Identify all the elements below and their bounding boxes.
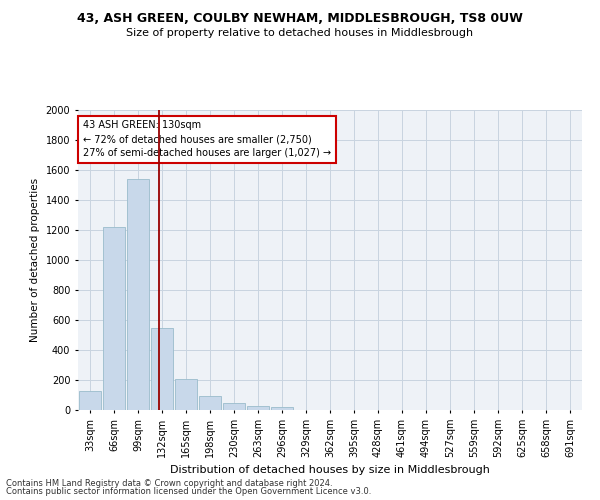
Text: 43 ASH GREEN: 130sqm
← 72% of detached houses are smaller (2,750)
27% of semi-de: 43 ASH GREEN: 130sqm ← 72% of detached h… (83, 120, 331, 158)
X-axis label: Distribution of detached houses by size in Middlesbrough: Distribution of detached houses by size … (170, 466, 490, 475)
Bar (247, 406, 269, 410)
Bar (151, 328, 173, 410)
Text: Size of property relative to detached houses in Middlesbrough: Size of property relative to detached ho… (127, 28, 473, 38)
Bar (199, 396, 221, 410)
Bar (175, 378, 197, 410)
Bar (79, 390, 101, 410)
Bar (223, 403, 245, 410)
Text: Contains HM Land Registry data © Crown copyright and database right 2024.: Contains HM Land Registry data © Crown c… (6, 478, 332, 488)
Bar (127, 179, 149, 410)
Y-axis label: Number of detached properties: Number of detached properties (30, 178, 40, 342)
Text: Contains public sector information licensed under the Open Government Licence v3: Contains public sector information licen… (6, 487, 371, 496)
Text: 43, ASH GREEN, COULBY NEWHAM, MIDDLESBROUGH, TS8 0UW: 43, ASH GREEN, COULBY NEWHAM, MIDDLESBRO… (77, 12, 523, 26)
Bar (271, 408, 293, 410)
Bar (103, 227, 125, 410)
